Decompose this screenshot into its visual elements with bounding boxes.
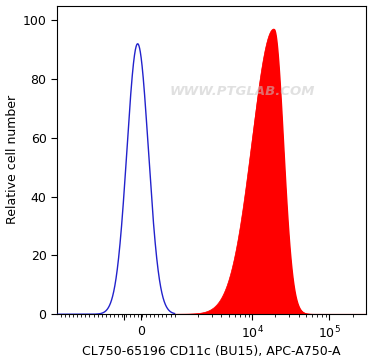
X-axis label: CL750-65196 CD11c (BU15), APC-A750-A: CL750-65196 CD11c (BU15), APC-A750-A xyxy=(83,345,341,359)
Text: WWW.PTGLAB.COM: WWW.PTGLAB.COM xyxy=(170,86,315,99)
Y-axis label: Relative cell number: Relative cell number xyxy=(6,95,19,225)
